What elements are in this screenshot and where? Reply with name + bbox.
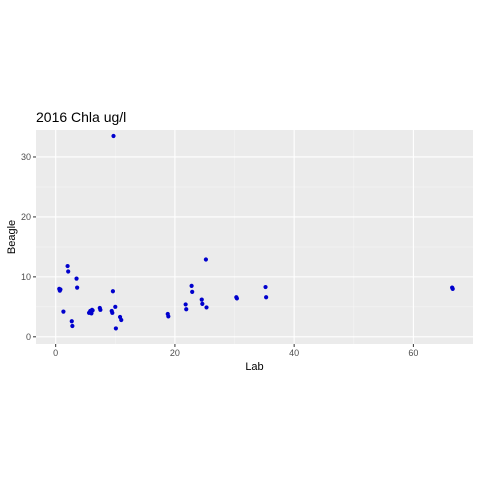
y-axis-ticks: 0 10 20 30 xyxy=(21,152,36,342)
y-tick-label: 20 xyxy=(21,212,31,222)
data-point xyxy=(74,276,79,281)
data-point xyxy=(200,301,205,306)
data-point xyxy=(204,305,209,310)
data-point xyxy=(189,283,194,288)
data-point xyxy=(110,289,116,294)
x-axis-ticks: 0 20 40 60 xyxy=(53,344,418,358)
data-point xyxy=(183,302,188,307)
data-point xyxy=(113,326,118,331)
data-points xyxy=(57,133,455,331)
x-tick-label: 20 xyxy=(170,348,180,358)
minor-gridlines xyxy=(36,130,473,344)
data-point xyxy=(61,309,66,314)
x-tick-label: 0 xyxy=(53,348,58,358)
data-point xyxy=(199,297,204,302)
data-point xyxy=(110,310,115,315)
x-tick-label: 60 xyxy=(408,348,418,358)
data-point xyxy=(166,314,171,319)
plot-panel xyxy=(36,130,473,344)
data-point xyxy=(69,319,74,324)
data-point xyxy=(190,289,195,294)
data-point xyxy=(264,295,269,300)
data-point xyxy=(113,304,118,309)
x-tick-label: 40 xyxy=(289,348,299,358)
data-point xyxy=(90,308,95,313)
data-point xyxy=(184,307,189,312)
data-point xyxy=(66,269,71,274)
chart-title: 2016 Chla ug/l xyxy=(36,109,126,125)
y-tick-label: 10 xyxy=(21,272,31,282)
data-point xyxy=(203,257,209,262)
data-point xyxy=(98,307,103,312)
data-point xyxy=(111,133,116,139)
data-point xyxy=(65,263,70,269)
data-point xyxy=(263,284,268,290)
y-tick-label: 0 xyxy=(26,332,31,342)
data-point xyxy=(75,285,80,290)
data-point xyxy=(119,317,124,323)
data-point xyxy=(58,287,63,292)
x-axis-title: Lab xyxy=(245,361,263,373)
data-point xyxy=(450,286,455,291)
y-tick-label: 30 xyxy=(21,152,31,162)
major-gridlines xyxy=(36,130,473,344)
y-axis-title: Beagle xyxy=(6,220,18,254)
data-point xyxy=(234,296,240,301)
data-point xyxy=(70,323,75,329)
